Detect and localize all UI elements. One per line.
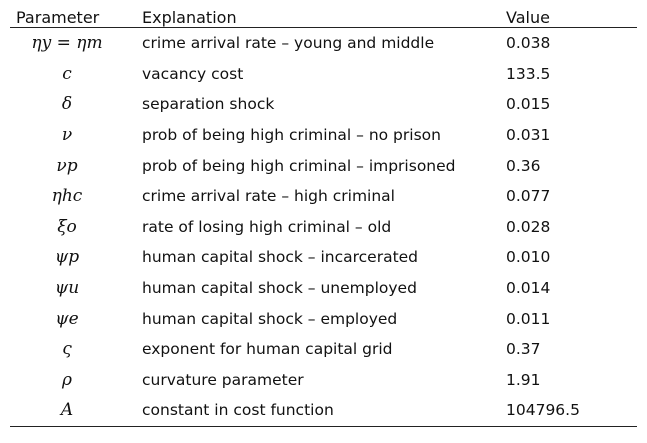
table-row: ν prob of being high criminal – no prison…: [10, 120, 637, 151]
parameter-explanation: rate of losing high criminal – old: [142, 217, 392, 236]
table-row: νp prob of being high criminal – imprison…: [10, 150, 637, 181]
parameter-explanation: prob of being high criminal – imprisoned: [142, 156, 456, 175]
parameter-symbol: ρ: [62, 369, 72, 390]
table-row: δ separation shock 0.015: [10, 89, 637, 120]
parameter-value: 0.36: [506, 156, 541, 175]
parameter-value: 0.011: [506, 309, 551, 328]
parameter-explanation: prob of being high criminal – no prison: [142, 126, 441, 145]
parameter-value: 0.038: [506, 34, 551, 53]
parameter-explanation: separation shock: [142, 95, 275, 114]
table-row: ς exponent for human capital grid 0.37: [10, 334, 637, 365]
header-value: Value: [498, 6, 637, 28]
parameter-value: 0.031: [506, 126, 551, 145]
parameter-symbol: c: [62, 63, 72, 84]
parameter-table: Parameter Explanation Value ηy = ηm crime…: [10, 6, 637, 427]
parameter-explanation: vacancy cost: [142, 64, 244, 83]
table-row: ψp human capital shock – incarcerated 0.01…: [10, 242, 637, 273]
parameter-table-container: Parameter Explanation Value ηy = ηm crime…: [10, 6, 637, 427]
parameter-value: 133.5: [506, 64, 551, 83]
parameter-value: 0.077: [506, 187, 551, 206]
table-row: ηhc crime arrival rate – high criminal 0.0…: [10, 181, 637, 212]
parameter-explanation: curvature parameter: [142, 370, 304, 389]
parameter-explanation: crime arrival rate – high criminal: [142, 187, 395, 206]
table-row: ρ curvature parameter 1.91: [10, 365, 637, 396]
table-row: ψe human capital shock – employed 0.011: [10, 303, 637, 334]
parameter-value: 1.91: [506, 370, 541, 389]
table-row: ψu human capital shock – unemployed 0.014: [10, 273, 637, 304]
parameter-symbol: A: [10, 395, 134, 427]
table-row: ξo rate of losing high criminal – old 0.02…: [10, 212, 637, 243]
parameter-symbol: ς: [62, 339, 72, 360]
parameter-symbol: δ: [61, 94, 73, 115]
table-row: c vacancy cost 133.5: [10, 59, 637, 90]
parameter-explanation: human capital shock – unemployed: [142, 279, 417, 298]
parameter-explanation: human capital shock – employed: [142, 309, 398, 328]
parameter-symbol: νp: [56, 155, 78, 176]
parameter-explanation: constant in cost function: [134, 395, 498, 427]
header-explanation: Explanation: [134, 6, 498, 28]
parameter-symbol: ψp: [54, 247, 80, 268]
header-parameter: Parameter: [10, 6, 134, 28]
parameter-symbol: ψe: [55, 308, 79, 329]
parameter-value: 0.015: [506, 95, 551, 114]
parameter-value: 0.028: [506, 217, 551, 236]
table-row: ηy = ηm crime arrival rate – young and mi…: [10, 28, 637, 59]
parameter-symbol: ψu: [54, 278, 80, 299]
parameter-value: 0.014: [506, 279, 551, 298]
parameter-value: 104796.5: [498, 395, 637, 427]
parameter-explanation: crime arrival rate – young and middle: [142, 34, 435, 53]
parameter-explanation: human capital shock – incarcerated: [142, 248, 419, 267]
header-row: Parameter Explanation Value: [10, 6, 637, 28]
parameter-symbol: ν: [61, 125, 73, 146]
parameter-symbol: ηhc: [51, 186, 83, 207]
parameter-explanation: exponent for human capital grid: [142, 340, 393, 359]
parameter-symbol: ξo: [57, 216, 77, 237]
parameter-value: 0.010: [506, 248, 551, 267]
parameter-symbol: ηy = ηm: [31, 33, 103, 54]
parameter-value: 0.37: [506, 340, 541, 359]
